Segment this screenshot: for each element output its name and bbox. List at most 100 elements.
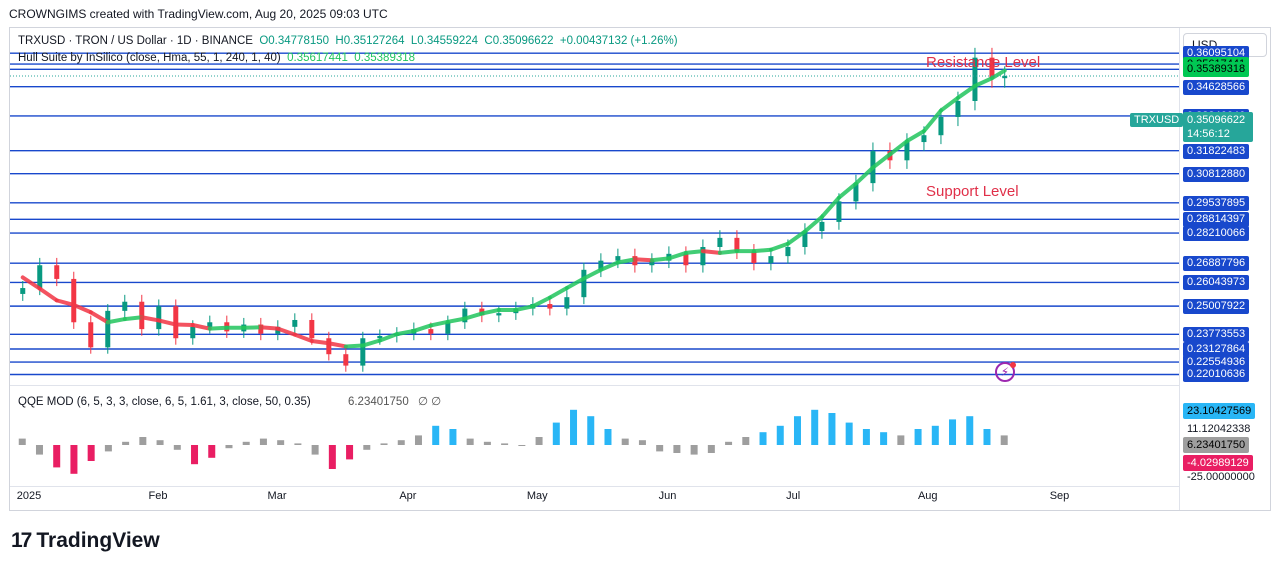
candle-body <box>207 322 213 327</box>
qqe-bar <box>432 425 440 445</box>
candle-body <box>156 306 162 330</box>
resistance-annotation: Resistance Level <box>926 54 1041 71</box>
qqe-bar <box>707 445 715 453</box>
last-price-box: 0.35096622 14:56:12 <box>1183 112 1253 142</box>
qqe-label-mid: 11.12042338 <box>1187 423 1251 435</box>
price-level-label: 0.26043973 <box>1183 275 1250 291</box>
candle-body <box>581 269 587 298</box>
qqe-bar <box>104 445 112 452</box>
candle-body <box>955 100 961 117</box>
qqe-bar <box>259 438 267 445</box>
qqe-bar <box>328 445 336 469</box>
qqe-bar <box>501 443 509 445</box>
hull-segment <box>751 247 773 254</box>
hull-segment <box>292 332 314 343</box>
candle-body <box>173 306 179 339</box>
candle-body <box>105 310 111 348</box>
candle-body <box>496 313 502 316</box>
hull-segment <box>394 328 416 337</box>
symbol-name: TRXUSD · TRON / US Dollar · 1D · BINANCE <box>18 35 253 47</box>
candle-body <box>802 231 808 247</box>
hull-segment <box>887 139 909 157</box>
hull-segment <box>326 341 348 349</box>
qqe-bar <box>277 440 285 445</box>
hull-segment <box>530 295 552 309</box>
hull-segment <box>258 325 280 331</box>
qqe-bar <box>552 422 560 445</box>
candle-body <box>649 260 655 266</box>
hull-segment <box>717 249 739 255</box>
qqe-bar <box>570 409 578 445</box>
hull-segment <box>632 257 654 263</box>
header-caption: CROWNGIMS created with TradingView.com, … <box>9 7 388 21</box>
month-label: Jun <box>658 490 677 502</box>
logo-text: TradingView <box>36 529 160 552</box>
month-label: Apr <box>399 490 417 502</box>
candle-body <box>989 57 995 79</box>
candle-body <box>819 221 825 232</box>
month-label: 2025 <box>16 490 42 502</box>
hull-value-2: 0.35389318 <box>354 52 416 64</box>
price-level-label: 0.28210066 <box>1183 226 1250 242</box>
qqe-bar <box>793 416 801 445</box>
last-price-value: 0.35096622 <box>1187 114 1246 126</box>
qqe-bar <box>225 445 233 449</box>
hull-segment <box>598 260 620 272</box>
qqe-bar <box>845 422 853 445</box>
hull-segment <box>190 323 212 331</box>
qqe-legend[interactable]: QQE MOD (6, 5, 3, 3, close, 6, 5, 1.61, … <box>18 394 441 408</box>
qqe-bar <box>294 443 302 445</box>
hull-segment <box>105 317 127 325</box>
candle-body <box>309 319 315 339</box>
pane-separator <box>10 385 1179 386</box>
price-level-label: 0.28814397 <box>1183 212 1250 228</box>
candle-body <box>836 201 842 222</box>
candle-body <box>904 142 910 161</box>
candle-body <box>88 322 94 348</box>
qqe-bar <box>156 440 164 445</box>
qqe-bar <box>173 445 181 450</box>
qqe-bar <box>311 445 319 455</box>
hull-segment <box>343 343 365 349</box>
qqe-bar <box>966 416 974 445</box>
candle-body <box>785 246 791 257</box>
hull-segment <box>768 241 790 252</box>
hull-segment <box>785 229 807 246</box>
price-level-label: 0.31822483 <box>1183 143 1250 159</box>
qqe-bar <box>949 419 957 445</box>
candle-body <box>768 256 774 263</box>
qqe-bar <box>122 441 130 445</box>
hull-legend[interactable]: Hull Suite by InSilico (close, Hma, 55, … <box>18 52 415 64</box>
qqe-bar <box>466 438 474 445</box>
flash-alert-icon[interactable]: ⚡ <box>995 362 1015 382</box>
candle-body <box>1002 75 1008 79</box>
candle-body <box>428 329 434 334</box>
candle-body <box>71 278 77 323</box>
price-level-label: 0.34628566 <box>1183 79 1250 95</box>
candle-body <box>717 237 723 247</box>
candle-body <box>37 265 43 289</box>
hull-segment <box>921 108 943 134</box>
candle-body <box>751 251 757 263</box>
hull-segment <box>683 249 705 255</box>
candle-body <box>190 326 196 339</box>
qqe-bar <box>742 437 750 445</box>
hull-segment <box>513 304 535 312</box>
price-level-label: 0.26887796 <box>1183 256 1250 272</box>
month-label: Sep <box>1049 490 1070 502</box>
candle-body <box>734 237 740 252</box>
candle-body <box>683 253 689 266</box>
ohlc-open: O0.34778150 <box>259 35 330 47</box>
price-axis-separator <box>1179 28 1180 510</box>
candle-body <box>462 308 468 323</box>
hull-segment <box>207 325 229 331</box>
hull-segment <box>700 249 722 255</box>
hull-segment <box>615 257 637 265</box>
hull-segment <box>445 316 467 324</box>
candle-body <box>921 135 927 143</box>
qqe-bar <box>87 445 95 461</box>
hull-segment <box>156 318 178 327</box>
qqe-bar <box>414 435 422 445</box>
hull-segment <box>71 302 93 315</box>
